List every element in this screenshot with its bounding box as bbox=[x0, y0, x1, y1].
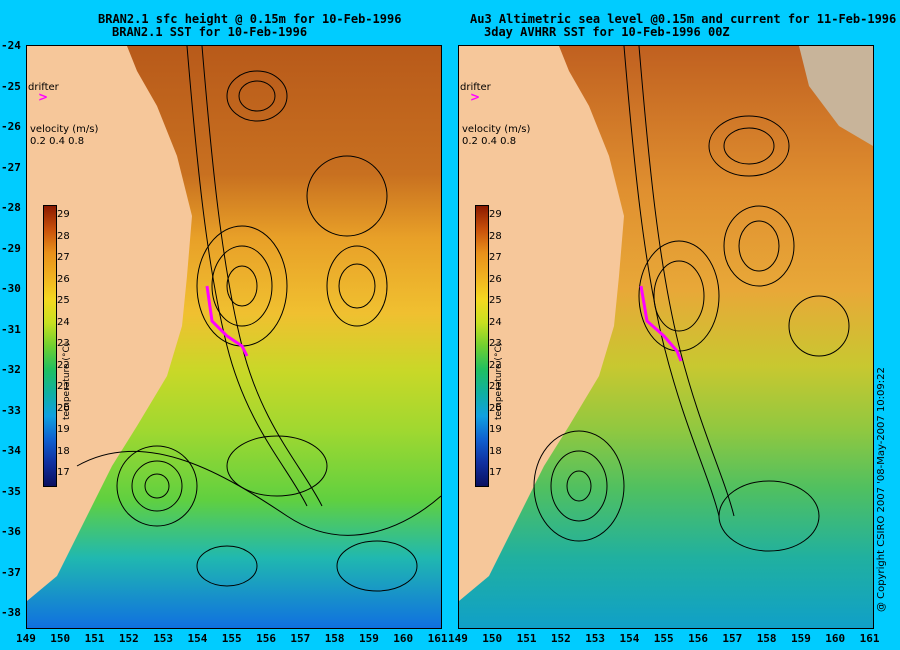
y-tick-label: -30 bbox=[1, 282, 21, 295]
x-tick-label: 153 bbox=[153, 632, 174, 645]
right-colorbar-title: temperature (°C) bbox=[494, 342, 504, 420]
left-title-line1: BRAN2.1 sfc height @ 0.15m for 10-Feb-19… bbox=[98, 12, 402, 26]
colorbar-tick-label: 17 bbox=[489, 467, 502, 478]
colorbar-tick-label: 17 bbox=[57, 467, 70, 478]
x-tick-label: 157 bbox=[290, 632, 311, 645]
colorbar-tick-label: 20 bbox=[489, 402, 502, 414]
colorbar-tick-label: 22 bbox=[489, 359, 502, 371]
x-tick-label: 160 bbox=[825, 632, 846, 645]
colorbar-tick-label: 29 bbox=[489, 209, 502, 220]
colorbar-tick-label: 19 bbox=[57, 424, 70, 435]
colorbar-tick-label: 24 bbox=[57, 316, 70, 328]
x-tick-label: 159 bbox=[359, 632, 379, 645]
right-velocity-label: velocity (m/s) bbox=[462, 124, 531, 135]
left-colorbar-title: temperature (°C) bbox=[62, 342, 72, 420]
right-drifter-label: drifter bbox=[460, 82, 491, 93]
drifter-track bbox=[205, 285, 249, 357]
colorbar-tick-label: 21 bbox=[57, 381, 70, 392]
left-title-line2: BRAN2.1 SST for 10-Feb-1996 bbox=[112, 25, 308, 39]
y-tick-label: -36 bbox=[1, 525, 21, 538]
x-tick-label: 155 bbox=[653, 632, 674, 645]
x-tick-label: 152 bbox=[118, 632, 139, 645]
colorbar-tick-label: 26 bbox=[57, 273, 70, 285]
right-velocity-values: 0.2 0.4 0.8 bbox=[462, 136, 517, 147]
x-tick-label: 155 bbox=[221, 632, 242, 645]
x-tick-label: 149 bbox=[16, 632, 36, 645]
colorbar-tick-label: 18 bbox=[57, 445, 70, 457]
right-title-line2: 3day AVHRR SST for 10-Feb-1996 00Z bbox=[484, 25, 730, 39]
copyright-text: @ Copyright CSIRO 2007 '08-May-2007 10:0… bbox=[876, 367, 887, 612]
colorbar-tick-label: 23 bbox=[489, 338, 502, 349]
x-tick-label: 151 bbox=[84, 632, 105, 645]
colorbar-tick-label: 25 bbox=[57, 295, 70, 306]
x-tick-label: 159 bbox=[791, 632, 811, 645]
y-tick-label: -27 bbox=[1, 160, 21, 174]
x-tick-label: 153 bbox=[585, 632, 606, 645]
left-drifter-label: drifter bbox=[28, 82, 59, 93]
colorbar-tick-label: 25 bbox=[489, 295, 502, 306]
y-tick-label: -37 bbox=[1, 565, 21, 579]
left-drifter-marker: > bbox=[38, 90, 49, 104]
x-tick-label: 158 bbox=[756, 632, 777, 645]
y-tick-label: -31 bbox=[1, 322, 21, 336]
right-colorbar bbox=[475, 205, 489, 487]
x-tick-label: 150 bbox=[50, 632, 71, 645]
x-tick-label: 152 bbox=[550, 632, 571, 645]
x-tick-label: 149 bbox=[448, 632, 468, 645]
colorbar-tick-label: 28 bbox=[489, 230, 502, 242]
y-tick-label: -35 bbox=[1, 484, 21, 498]
colorbar-tick-label: 27 bbox=[57, 252, 70, 263]
left-sst-map bbox=[27, 46, 441, 628]
y-tick-label: -28 bbox=[1, 201, 21, 214]
left-velocity-values: 0.2 0.4 0.8 bbox=[30, 136, 85, 147]
x-tick-label: 161 bbox=[859, 632, 880, 645]
right-drifter-marker: > bbox=[470, 90, 481, 104]
colorbar-tick-label: 24 bbox=[489, 316, 502, 328]
right-map-panel[interactable] bbox=[458, 45, 874, 629]
colorbar-tick-label: 18 bbox=[489, 445, 502, 457]
x-tick-label: 157 bbox=[722, 632, 743, 645]
left-velocity-label: velocity (m/s) bbox=[30, 124, 99, 135]
colorbar-tick-label: 27 bbox=[489, 252, 502, 263]
y-tick-label: -32 bbox=[1, 363, 21, 376]
y-tick-label: -34 bbox=[1, 444, 21, 457]
y-tick-label: -24 bbox=[1, 39, 21, 52]
right-title-line1: Au3 Altimetric sea level @0.15m and curr… bbox=[470, 12, 900, 26]
left-colorbar bbox=[43, 205, 57, 487]
colorbar-tick-label: 29 bbox=[57, 209, 70, 220]
x-tick-label: 161 bbox=[427, 632, 448, 645]
drifter-track bbox=[639, 285, 683, 362]
colorbar-tick-label: 22 bbox=[57, 359, 70, 371]
colorbar-tick-label: 21 bbox=[489, 381, 502, 392]
x-tick-label: 156 bbox=[688, 632, 708, 645]
x-tick-label: 151 bbox=[516, 632, 537, 645]
colorbar-tick-label: 28 bbox=[57, 230, 70, 242]
x-tick-label: 160 bbox=[393, 632, 414, 645]
y-tick-label: -33 bbox=[1, 403, 21, 417]
left-map-panel[interactable] bbox=[26, 45, 442, 629]
x-tick-label: 158 bbox=[324, 632, 345, 645]
x-tick-label: 154 bbox=[619, 632, 640, 645]
y-tick-label: -38 bbox=[1, 606, 21, 619]
colorbar-tick-label: 19 bbox=[489, 424, 502, 435]
colorbar-tick-label: 20 bbox=[57, 402, 70, 414]
y-tick-label: -29 bbox=[1, 241, 21, 255]
x-tick-label: 150 bbox=[482, 632, 503, 645]
right-sst-map bbox=[459, 46, 873, 628]
y-tick-label: -26 bbox=[1, 120, 21, 133]
colorbar-tick-label: 26 bbox=[489, 273, 502, 285]
x-tick-label: 156 bbox=[256, 632, 276, 645]
colorbar-tick-label: 23 bbox=[57, 338, 70, 349]
y-tick-label: -25 bbox=[1, 79, 21, 93]
x-tick-label: 154 bbox=[187, 632, 208, 645]
